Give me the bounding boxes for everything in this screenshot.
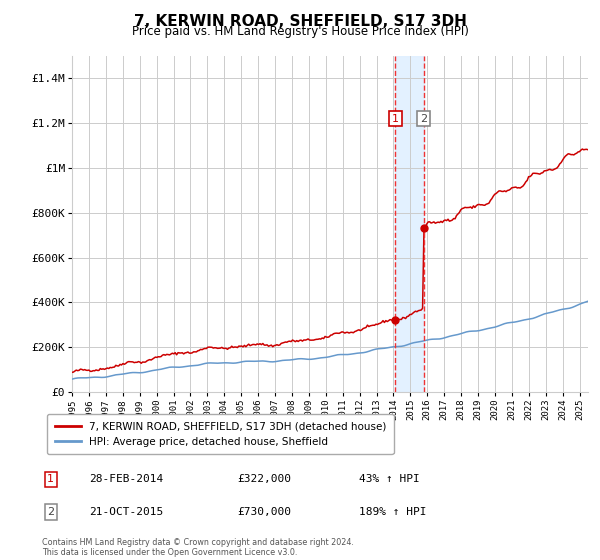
Text: 7, KERWIN ROAD, SHEFFIELD, S17 3DH: 7, KERWIN ROAD, SHEFFIELD, S17 3DH [134,14,466,29]
Text: Price paid vs. HM Land Registry's House Price Index (HPI): Price paid vs. HM Land Registry's House … [131,25,469,38]
Legend: 7, KERWIN ROAD, SHEFFIELD, S17 3DH (detached house), HPI: Average price, detache: 7, KERWIN ROAD, SHEFFIELD, S17 3DH (deta… [47,414,394,454]
Text: 2: 2 [47,507,55,517]
Text: 1: 1 [392,114,399,124]
Bar [395,56,424,392]
Text: 21-OCT-2015: 21-OCT-2015 [89,507,164,517]
Text: £730,000: £730,000 [238,507,292,517]
Text: 28-FEB-2014: 28-FEB-2014 [89,474,164,484]
Text: £322,000: £322,000 [238,474,292,484]
Text: 1: 1 [47,474,54,484]
Text: Contains HM Land Registry data © Crown copyright and database right 2024.
This d: Contains HM Land Registry data © Crown c… [42,538,354,557]
Text: 189% ↑ HPI: 189% ↑ HPI [359,507,426,517]
Text: 2: 2 [420,114,427,124]
Text: 43% ↑ HPI: 43% ↑ HPI [359,474,419,484]
